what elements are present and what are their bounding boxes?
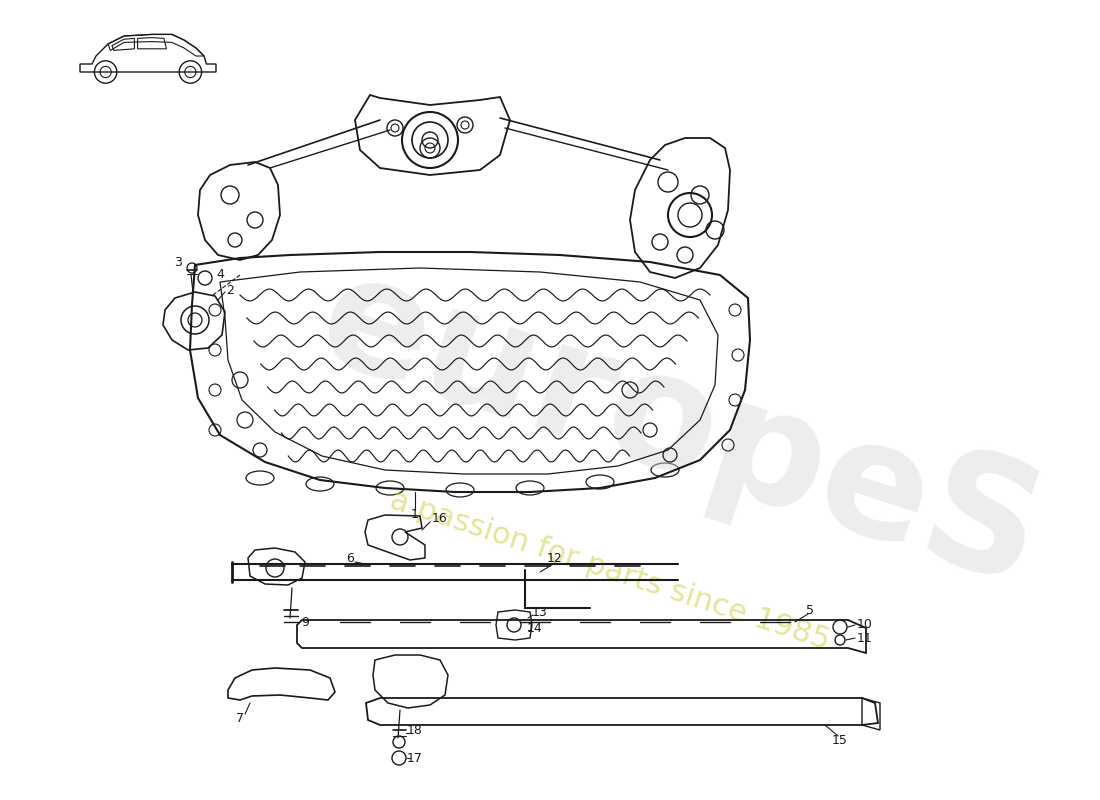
Text: 15: 15 [832, 734, 848, 746]
Text: 16: 16 [432, 511, 448, 525]
Text: 9: 9 [301, 615, 309, 629]
Text: 18: 18 [407, 723, 422, 737]
Text: 6: 6 [346, 551, 354, 565]
Text: 4: 4 [216, 269, 224, 282]
Text: 13: 13 [532, 606, 548, 618]
Text: 17: 17 [407, 751, 422, 765]
Text: europeS: europeS [300, 241, 1059, 619]
Text: 1: 1 [411, 509, 419, 522]
Text: 14: 14 [527, 622, 543, 634]
Text: 3: 3 [174, 255, 182, 269]
Text: 11: 11 [857, 631, 873, 645]
Text: 10: 10 [857, 618, 873, 630]
Text: 12: 12 [547, 551, 563, 565]
Text: a passion for parts since 1985: a passion for parts since 1985 [386, 485, 834, 655]
Text: 2: 2 [227, 283, 234, 297]
Text: 7: 7 [236, 711, 244, 725]
Text: 5: 5 [806, 603, 814, 617]
